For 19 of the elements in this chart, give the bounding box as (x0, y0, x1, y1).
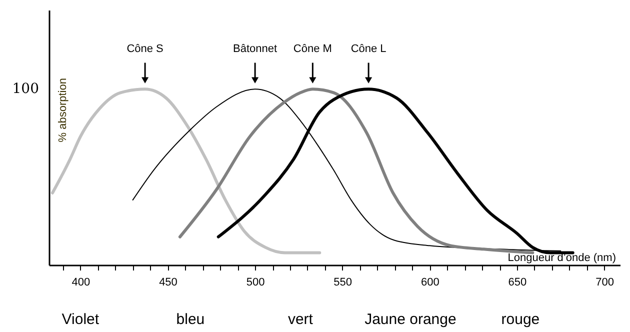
x-tick-label: 400 (72, 276, 90, 288)
text: Cône M (293, 42, 332, 55)
x-tick-label: 600 (420, 276, 440, 288)
x-axis-title: Longueur d’onde (nm) (508, 252, 616, 264)
text: bleu (176, 311, 205, 328)
text: Jaune orange (364, 311, 456, 328)
text: vert (288, 311, 314, 328)
y-axis-title: % absorption (57, 78, 69, 142)
x-tick-label: 700 (596, 276, 614, 288)
text: Violet (62, 311, 100, 328)
x-tick-label: 500 (246, 276, 265, 288)
x-tick-label: 650 (508, 276, 527, 288)
text: Cône L (350, 42, 386, 55)
x-tick-label: 550 (334, 276, 352, 288)
text: 100 (12, 81, 39, 98)
text: rouge (501, 311, 540, 328)
text: Cône S (126, 42, 164, 55)
x-tick-label: 450 (159, 276, 178, 288)
text: Bâtonnet (233, 42, 278, 55)
